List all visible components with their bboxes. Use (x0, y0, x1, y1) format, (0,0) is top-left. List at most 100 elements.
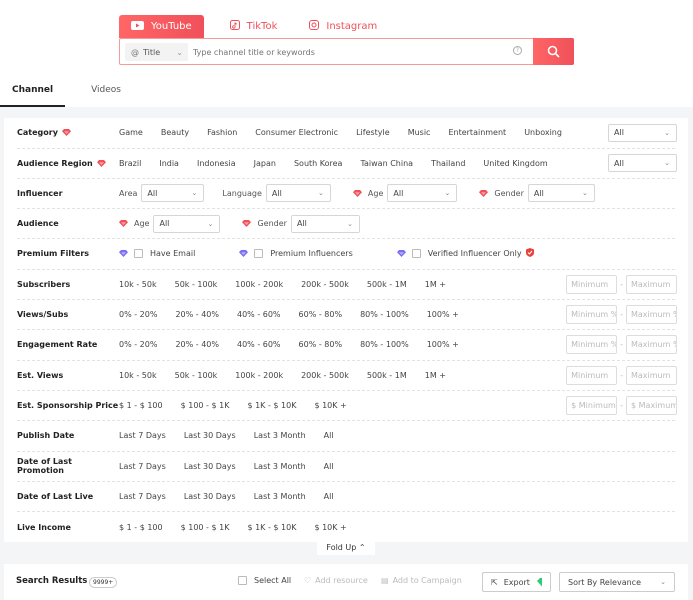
filter-option[interactable]: South Korea (293, 158, 343, 168)
filter-option[interactable]: All (323, 491, 334, 501)
filter-option[interactable]: 10k - 50k (119, 370, 157, 380)
filter-option[interactable]: Last 30 Days (183, 431, 236, 441)
add-resource-button[interactable]: ♡ Add resource (304, 576, 368, 585)
filter-option[interactable]: India (159, 158, 179, 168)
filter-option[interactable]: 500k - 1M (366, 370, 407, 380)
max-input[interactable]: Maximum (626, 365, 677, 385)
min-input[interactable]: $ Minimum (566, 395, 618, 415)
filter-option[interactable]: 1M + (424, 370, 446, 380)
filter-option[interactable]: Unboxing (524, 128, 562, 138)
filter-option[interactable]: $ 1 - $ 100 (119, 400, 163, 410)
tab-tiktok[interactable]: TikTok (218, 15, 290, 38)
export-button[interactable]: ⇱ Export (482, 572, 551, 592)
fold-up-button[interactable]: Fold Up ⌃ (317, 541, 375, 555)
tab-instagram[interactable]: Instagram (297, 15, 389, 38)
filter-row-last-live: Date of Last Live Last 7 Days Last 30 Days… (17, 482, 675, 513)
filter-option[interactable]: 0% - 20% (119, 340, 158, 350)
filter-option[interactable]: Consumer Electronic (255, 128, 339, 138)
filter-option[interactable]: Music (407, 128, 431, 138)
filter-option[interactable]: $ 1K - $ 10K (247, 400, 297, 410)
filter-option[interactable]: $ 100 - $ 1K (180, 522, 230, 532)
filter-option[interactable]: 200k - 500k (301, 279, 349, 289)
filter-option[interactable]: $ 10K + (314, 400, 347, 410)
filter-option[interactable]: 20% - 40% (175, 340, 219, 350)
filter-option[interactable]: Brazil (119, 158, 142, 168)
filter-option[interactable]: Beauty (160, 128, 190, 138)
min-input[interactable]: Minimum % (566, 305, 618, 325)
category-select[interactable]: All ⌄ (608, 123, 677, 142)
tab-youtube[interactable]: YouTube (119, 15, 204, 38)
filter-option[interactable]: 100k - 200k (235, 279, 284, 289)
filter-option[interactable]: All (323, 461, 334, 471)
filter-option[interactable]: Taiwan China (360, 158, 414, 168)
filter-option[interactable]: Last 3 Month (253, 491, 306, 501)
max-input[interactable]: Maximum (626, 274, 677, 294)
checkbox[interactable] (238, 576, 247, 585)
filter-option[interactable]: Lifestyle (356, 128, 390, 138)
filter-option[interactable]: 60% - 80% (298, 340, 343, 350)
filter-option[interactable]: 50k - 100k (174, 370, 218, 380)
filter-option[interactable]: 10k - 50k (119, 279, 157, 289)
filter-option[interactable]: 200k - 500k (301, 370, 349, 380)
search-icon (547, 45, 560, 58)
min-input[interactable]: Minimum (566, 365, 618, 385)
filter-option[interactable]: Thailand (431, 158, 466, 168)
area-select[interactable]: All ⌄ (141, 184, 205, 203)
filter-option[interactable]: 80% - 100% (360, 310, 409, 320)
filter-option[interactable]: Indonesia (196, 158, 236, 168)
filter-option[interactable]: $ 1K - $ 10K (247, 522, 297, 532)
gender-select[interactable]: All ⌄ (527, 184, 595, 203)
language-select[interactable]: All ⌄ (265, 184, 331, 203)
audience-gender-select[interactable]: All ⌄ (290, 214, 360, 233)
region-select[interactable]: All ⌄ (608, 154, 677, 173)
tab-videos[interactable]: Videos (91, 85, 121, 95)
checkbox-verified-influencer-only[interactable] (411, 249, 421, 259)
filter-option[interactable]: Japan (253, 158, 276, 168)
checkbox-premium-influencers[interactable] (254, 249, 264, 259)
tab-channel[interactable]: Channel (0, 78, 66, 107)
filter-option[interactable]: $ 10K + (314, 522, 347, 532)
filter-option[interactable]: Last 3 Month (253, 461, 306, 471)
min-input[interactable]: Minimum (566, 274, 618, 294)
filter-option[interactable]: Last 30 Days (183, 491, 236, 501)
filter-option[interactable]: 50k - 100k (174, 279, 218, 289)
filter-option[interactable]: 20% - 40% (175, 310, 219, 320)
filter-option[interactable]: Last 7 Days (119, 461, 166, 471)
filter-option[interactable]: $ 100 - $ 1K (180, 400, 230, 410)
filter-option[interactable]: Fashion (207, 128, 238, 138)
filter-option[interactable]: 60% - 80% (298, 310, 343, 320)
filter-option[interactable]: Last 3 Month (253, 431, 306, 441)
filter-option[interactable]: United Kingdom (483, 158, 548, 168)
help-icon[interactable]: ? (513, 46, 522, 55)
age-select[interactable]: All ⌄ (387, 184, 458, 203)
filter-option[interactable]: $ 1 - $ 100 (119, 522, 163, 532)
select-all-checkbox[interactable]: Select All (238, 576, 291, 585)
add-to-campaign-button[interactable]: ▤ Add to Campaign (381, 576, 462, 585)
filter-option[interactable]: Game (119, 128, 143, 138)
filter-option[interactable]: 1M + (424, 279, 446, 289)
audience-age-select[interactable]: All ⌄ (153, 214, 221, 233)
checkbox-have-email[interactable] (134, 249, 143, 259)
filter-option[interactable]: 40% - 60% (237, 310, 281, 320)
filter-option[interactable]: Entertainment (448, 128, 507, 138)
filter-option[interactable]: Last 7 Days (119, 431, 166, 441)
min-input[interactable]: Minimum % (566, 335, 618, 355)
sort-select[interactable]: Sort By Relevance ⌄ (559, 572, 675, 592)
search-button[interactable] (533, 38, 574, 65)
filter-option[interactable]: 0% - 20% (119, 310, 158, 320)
search-type-select[interactable]: @ Title ⌄ (125, 43, 188, 61)
search-input[interactable] (193, 43, 513, 61)
filter-option[interactable]: 100% + (426, 310, 459, 320)
filter-option[interactable]: 500k - 1M (366, 279, 407, 289)
max-input[interactable]: Maximum % (626, 335, 677, 355)
filter-option[interactable]: 80% - 100% (360, 340, 409, 350)
filter-option[interactable]: Last 30 Days (183, 461, 236, 471)
filter-option[interactable]: 100% + (426, 340, 459, 350)
max-input[interactable]: Maximum % (626, 305, 677, 325)
heart-icon: ♡ (304, 576, 312, 585)
max-input[interactable]: $ Maximum (626, 395, 677, 415)
filter-option[interactable]: 100k - 200k (235, 370, 284, 380)
filter-option[interactable]: All (323, 431, 334, 441)
filter-option[interactable]: 40% - 60% (237, 340, 281, 350)
filter-option[interactable]: Last 7 Days (119, 491, 166, 501)
